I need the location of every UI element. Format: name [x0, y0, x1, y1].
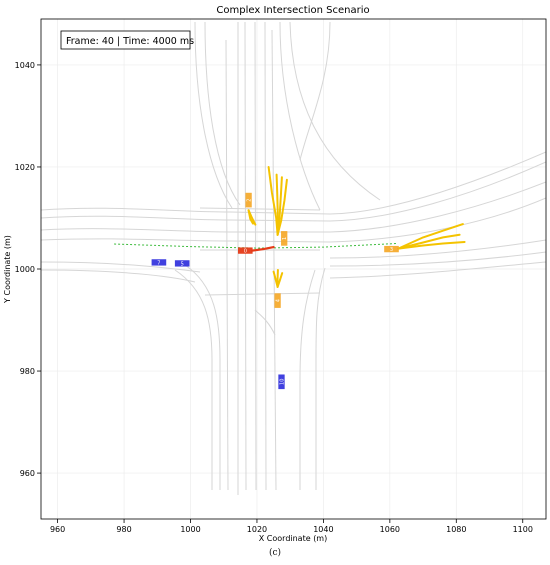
prediction-line: [276, 176, 283, 236]
y-tick-label: 960: [20, 469, 35, 478]
y-tick-label: 1000: [15, 265, 35, 274]
lane-line: [41, 181, 546, 233]
vehicle-label: 7: [157, 260, 160, 266]
vehicle-box: [237, 247, 253, 254]
vehicle-7: 7: [151, 259, 167, 266]
vehicle-box: [174, 260, 190, 267]
lane-line: [184, 264, 221, 490]
lane-line: [244, 21, 247, 491]
lane-line: [41, 161, 546, 222]
lane-line: [264, 21, 267, 491]
lane-line: [41, 151, 546, 215]
vehicle-1: 1: [281, 231, 288, 246]
info-box-border: [60, 30, 191, 50]
x-tick-label: 1060: [380, 525, 400, 534]
vehicles: 0 1 2 3 4 5 7 10: [151, 192, 399, 390]
vehicle-label: 3: [390, 247, 393, 253]
vehicle-box: [278, 374, 285, 390]
x-tick-label: 1000: [180, 525, 200, 534]
vehicle-label: 0: [244, 249, 247, 255]
y-tick-label: 1020: [15, 163, 35, 172]
vehicle-box: [274, 293, 281, 308]
x-tick-label: 960: [50, 525, 65, 534]
prediction-line: [276, 178, 288, 236]
x-axis-ticks: 960 980 1000 1020 1040 1060 1080 1100: [50, 519, 533, 534]
vehicle-3: 3: [384, 245, 399, 253]
x-axis-label: X Coordinate (m): [259, 534, 327, 543]
vehicle-label: 4: [276, 299, 282, 302]
vehicle-label: 5: [181, 261, 184, 267]
y-tick-label: 980: [20, 367, 35, 376]
prediction-line: [276, 272, 284, 288]
prediction-line: [397, 223, 464, 250]
vehicle-box: [281, 231, 288, 246]
lane-line: [194, 21, 233, 209]
lane-line: [299, 269, 316, 490]
vehicle-label: 2: [247, 199, 253, 202]
x-tick-label: 1080: [446, 525, 466, 534]
y-axis-ticks: 960 980 1000 1020 1040: [15, 61, 41, 478]
lane-line: [174, 269, 213, 490]
x-tick-label: 1020: [247, 525, 267, 534]
lane-line: [271, 29, 277, 491]
lane-line: [254, 309, 276, 336]
prediction-line: [397, 241, 466, 250]
vehicle-box: [245, 192, 252, 208]
lane-line: [204, 292, 321, 296]
lane-line: [41, 197, 546, 243]
vehicle-label: 1: [282, 237, 288, 240]
vehicle-5: 5: [174, 260, 190, 267]
vehicle-0: 0: [237, 247, 253, 255]
vehicle-2: 2: [245, 192, 253, 208]
prediction-line: [397, 233, 461, 250]
lane-line: [329, 261, 546, 279]
lane-line: [329, 239, 546, 259]
x-tick-label: 1040: [313, 525, 333, 534]
vehicle-box: [151, 259, 167, 266]
chart-title: Complex Intersection Scenario: [216, 5, 369, 16]
y-tick-label: 1040: [15, 61, 35, 70]
figure-caption: (c): [268, 548, 282, 558]
vehicle-box: [384, 245, 399, 253]
lane-line: [279, 21, 321, 211]
vehicle-4: 4: [274, 293, 282, 308]
prediction-line: [247, 209, 254, 225]
lane-line: [204, 21, 241, 206]
ego-path-line: [114, 243, 397, 249]
lane-line: [329, 251, 546, 267]
lane-line: [289, 21, 381, 201]
ego-planned-path: [114, 243, 397, 252]
lane-line: [315, 267, 326, 490]
lane-network: [41, 21, 546, 495]
x-tick-label: 980: [116, 525, 131, 534]
y-axis-label: Y Coordinate (m): [3, 235, 12, 304]
vehicle-label: 10: [280, 379, 286, 385]
lane-line: [254, 21, 257, 491]
x-tick-label: 1100: [513, 525, 533, 534]
lane-line: [41, 261, 201, 273]
vehicle-10: 10: [278, 374, 286, 390]
frame-info-box: Frame: 40 | Time: 4000 ms: [60, 30, 194, 50]
lane-line: [199, 207, 321, 211]
info-box-text: Frame: 40 | Time: 4000 ms: [66, 36, 194, 47]
lane-line: [225, 39, 229, 491]
lane-line: [41, 269, 196, 283]
prediction-trajectories: [247, 166, 466, 288]
lane-line: [299, 21, 331, 161]
ego-trajectory-line: [250, 246, 275, 252]
